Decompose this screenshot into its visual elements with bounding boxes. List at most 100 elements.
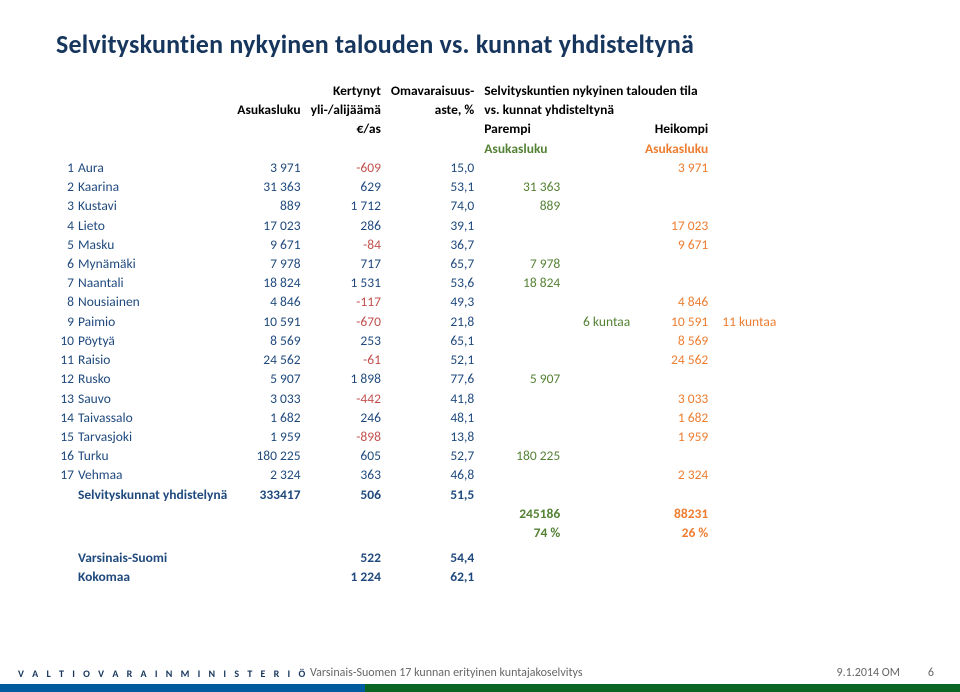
population: 5 907 [237, 370, 310, 389]
surplus: 1 531 [311, 274, 391, 293]
row-index: 12 [56, 370, 78, 389]
population: 1 959 [237, 428, 310, 447]
population: 9 671 [237, 236, 310, 255]
municipality-name: Pöytyä [78, 332, 237, 351]
population: 4 846 [237, 293, 310, 312]
row-index: 5 [56, 236, 78, 255]
municipality-name: Raisio [78, 351, 237, 370]
page-title: Selvityskuntien nykyinen talouden vs. ku… [56, 28, 920, 60]
row-index: 11 [56, 351, 78, 370]
right-note [718, 159, 788, 178]
ministry-logo-text: V A L T I O V A R A I N M I N I S T E R … [18, 667, 308, 680]
population: 10 591 [237, 313, 310, 332]
self-rate: 39,1 [391, 217, 484, 236]
row-index: 17 [56, 466, 78, 485]
better-pop [484, 159, 570, 178]
mid-note [570, 428, 640, 447]
table-row: 6Mynämäki7 97871765,77 978 [56, 255, 788, 274]
surplus: 1 712 [311, 197, 391, 216]
row-index: 1 [56, 159, 78, 178]
worse-pop: 8 569 [640, 332, 718, 351]
worse-pop [640, 178, 718, 197]
worse-pop [640, 370, 718, 389]
population: 18 824 [237, 274, 310, 293]
row-index: 9 [56, 313, 78, 332]
surplus: 1 898 [311, 370, 391, 389]
mid-note [570, 447, 640, 466]
hdr-better-sub: Asukasluku [484, 140, 570, 159]
row-index: 2 [56, 178, 78, 197]
row-index: 4 [56, 217, 78, 236]
self-rate: 52,7 [391, 447, 484, 466]
table-row: 13Sauvo3 033-44241,83 033 [56, 390, 788, 409]
fi-sr: 62,1 [391, 568, 484, 587]
municipality-name: Kustavi [78, 197, 237, 216]
hdr-pop: Asukasluku [237, 101, 310, 120]
summary-label: Selvityskunnat yhdistelynä [78, 486, 237, 505]
vs-sr: 54,4 [391, 549, 484, 568]
worse-pop: 2 324 [640, 466, 718, 485]
better-pop [484, 217, 570, 236]
vs-label: Varsinais-Suomi [78, 549, 237, 568]
self-rate: 48,1 [391, 409, 484, 428]
surplus: 286 [311, 217, 391, 236]
municipality-name: Rusko [78, 370, 237, 389]
self-rate: 65,1 [391, 332, 484, 351]
self-rate: 65,7 [391, 255, 484, 274]
municipality-name: Mynämäki [78, 255, 237, 274]
mid-note [570, 332, 640, 351]
row-index: 15 [56, 428, 78, 447]
data-table: Kertynyt Omavaraisuus- Selvityskuntien n… [56, 82, 788, 588]
mid-note [570, 159, 640, 178]
population: 31 363 [237, 178, 310, 197]
mid-note [570, 178, 640, 197]
worse-pop: 1 682 [640, 409, 718, 428]
population: 2 324 [237, 466, 310, 485]
mid-note [570, 466, 640, 485]
right-note [718, 332, 788, 351]
row-index: 16 [56, 447, 78, 466]
mid-note [570, 236, 640, 255]
right-note [718, 197, 788, 216]
municipality-name: Sauvo [78, 390, 237, 409]
population: 24 562 [237, 351, 310, 370]
municipality-name: Paimio [78, 313, 237, 332]
worse-pop: 9 671 [640, 236, 718, 255]
table-row: 15Tarvasjoki1 959-89813,81 959 [56, 428, 788, 447]
table-row: 17Vehmaa2 32436346,82 324 [56, 466, 788, 485]
hdr-worse: Heikompi [640, 120, 718, 139]
municipality-name: Lieto [78, 217, 237, 236]
population: 1 682 [237, 409, 310, 428]
mid-note: 6 kuntaa [570, 313, 640, 332]
right-note [718, 447, 788, 466]
better-pop: 5 907 [484, 370, 570, 389]
population: 3 033 [237, 390, 310, 409]
table-row: 11Raisio24 562-6152,124 562 [56, 351, 788, 370]
table-row: 7Naantali18 8241 53153,618 824 [56, 274, 788, 293]
surplus: -670 [311, 313, 391, 332]
right-note [718, 370, 788, 389]
surplus: 246 [311, 409, 391, 428]
hdr-selfrate-l1: Omavaraisuus- [391, 82, 484, 101]
better-pop [484, 351, 570, 370]
fi-label: Kokomaa [78, 568, 237, 587]
row-index: 14 [56, 409, 78, 428]
right-note [718, 466, 788, 485]
summary-pop: 333417 [237, 486, 310, 505]
municipality-name: Vehmaa [78, 466, 237, 485]
surplus: -61 [311, 351, 391, 370]
right-note [718, 390, 788, 409]
hdr-status-l2: vs. kunnat yhdisteltynä [484, 101, 788, 120]
row-index: 3 [56, 197, 78, 216]
municipality-name: Tarvasjoki [78, 428, 237, 447]
better-pop [484, 313, 570, 332]
row-index: 13 [56, 390, 78, 409]
right-note [718, 236, 788, 255]
slide: Selvityskuntien nykyinen talouden vs. ku… [0, 0, 960, 692]
self-rate: 49,3 [391, 293, 484, 312]
surplus: 363 [311, 466, 391, 485]
hdr-status-l1: Selvityskuntien nykyinen talouden tila [484, 82, 788, 101]
population: 3 971 [237, 159, 310, 178]
surplus: 605 [311, 447, 391, 466]
table-row: 1Aura3 971-60915,03 971 [56, 159, 788, 178]
